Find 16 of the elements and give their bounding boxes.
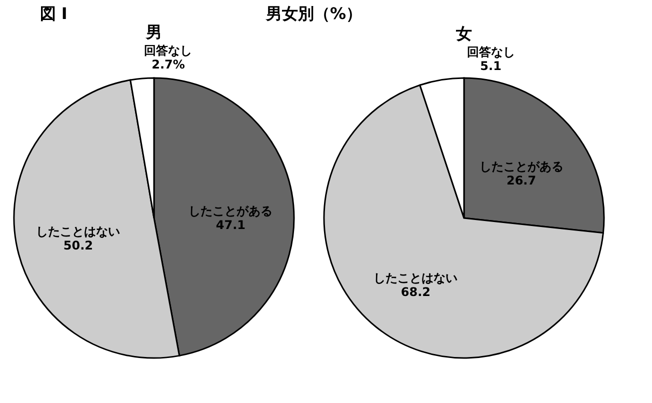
data-label: 26.7 — [506, 174, 536, 188]
text: 男女別（%） — [264, 4, 362, 23]
slice-label: 回答なし — [466, 45, 515, 60]
text: 図 I — [40, 4, 68, 23]
data-label: 47.1 — [216, 218, 246, 232]
slice-label: したことはない — [36, 224, 120, 238]
data-label: 68.2 — [400, 284, 430, 299]
data-label: 5.1 — [480, 59, 502, 74]
slice-label: 回答なし — [144, 44, 192, 58]
slice-label: したことがある — [479, 160, 564, 174]
data-label: 50.2 — [63, 238, 93, 252]
data-label: 2.7% — [152, 58, 185, 72]
slice-label: したことがある — [188, 204, 273, 218]
slice-label: したことはない — [374, 270, 458, 285]
chart-title: 女 — [455, 24, 472, 44]
chart-title: 男 — [145, 22, 162, 42]
